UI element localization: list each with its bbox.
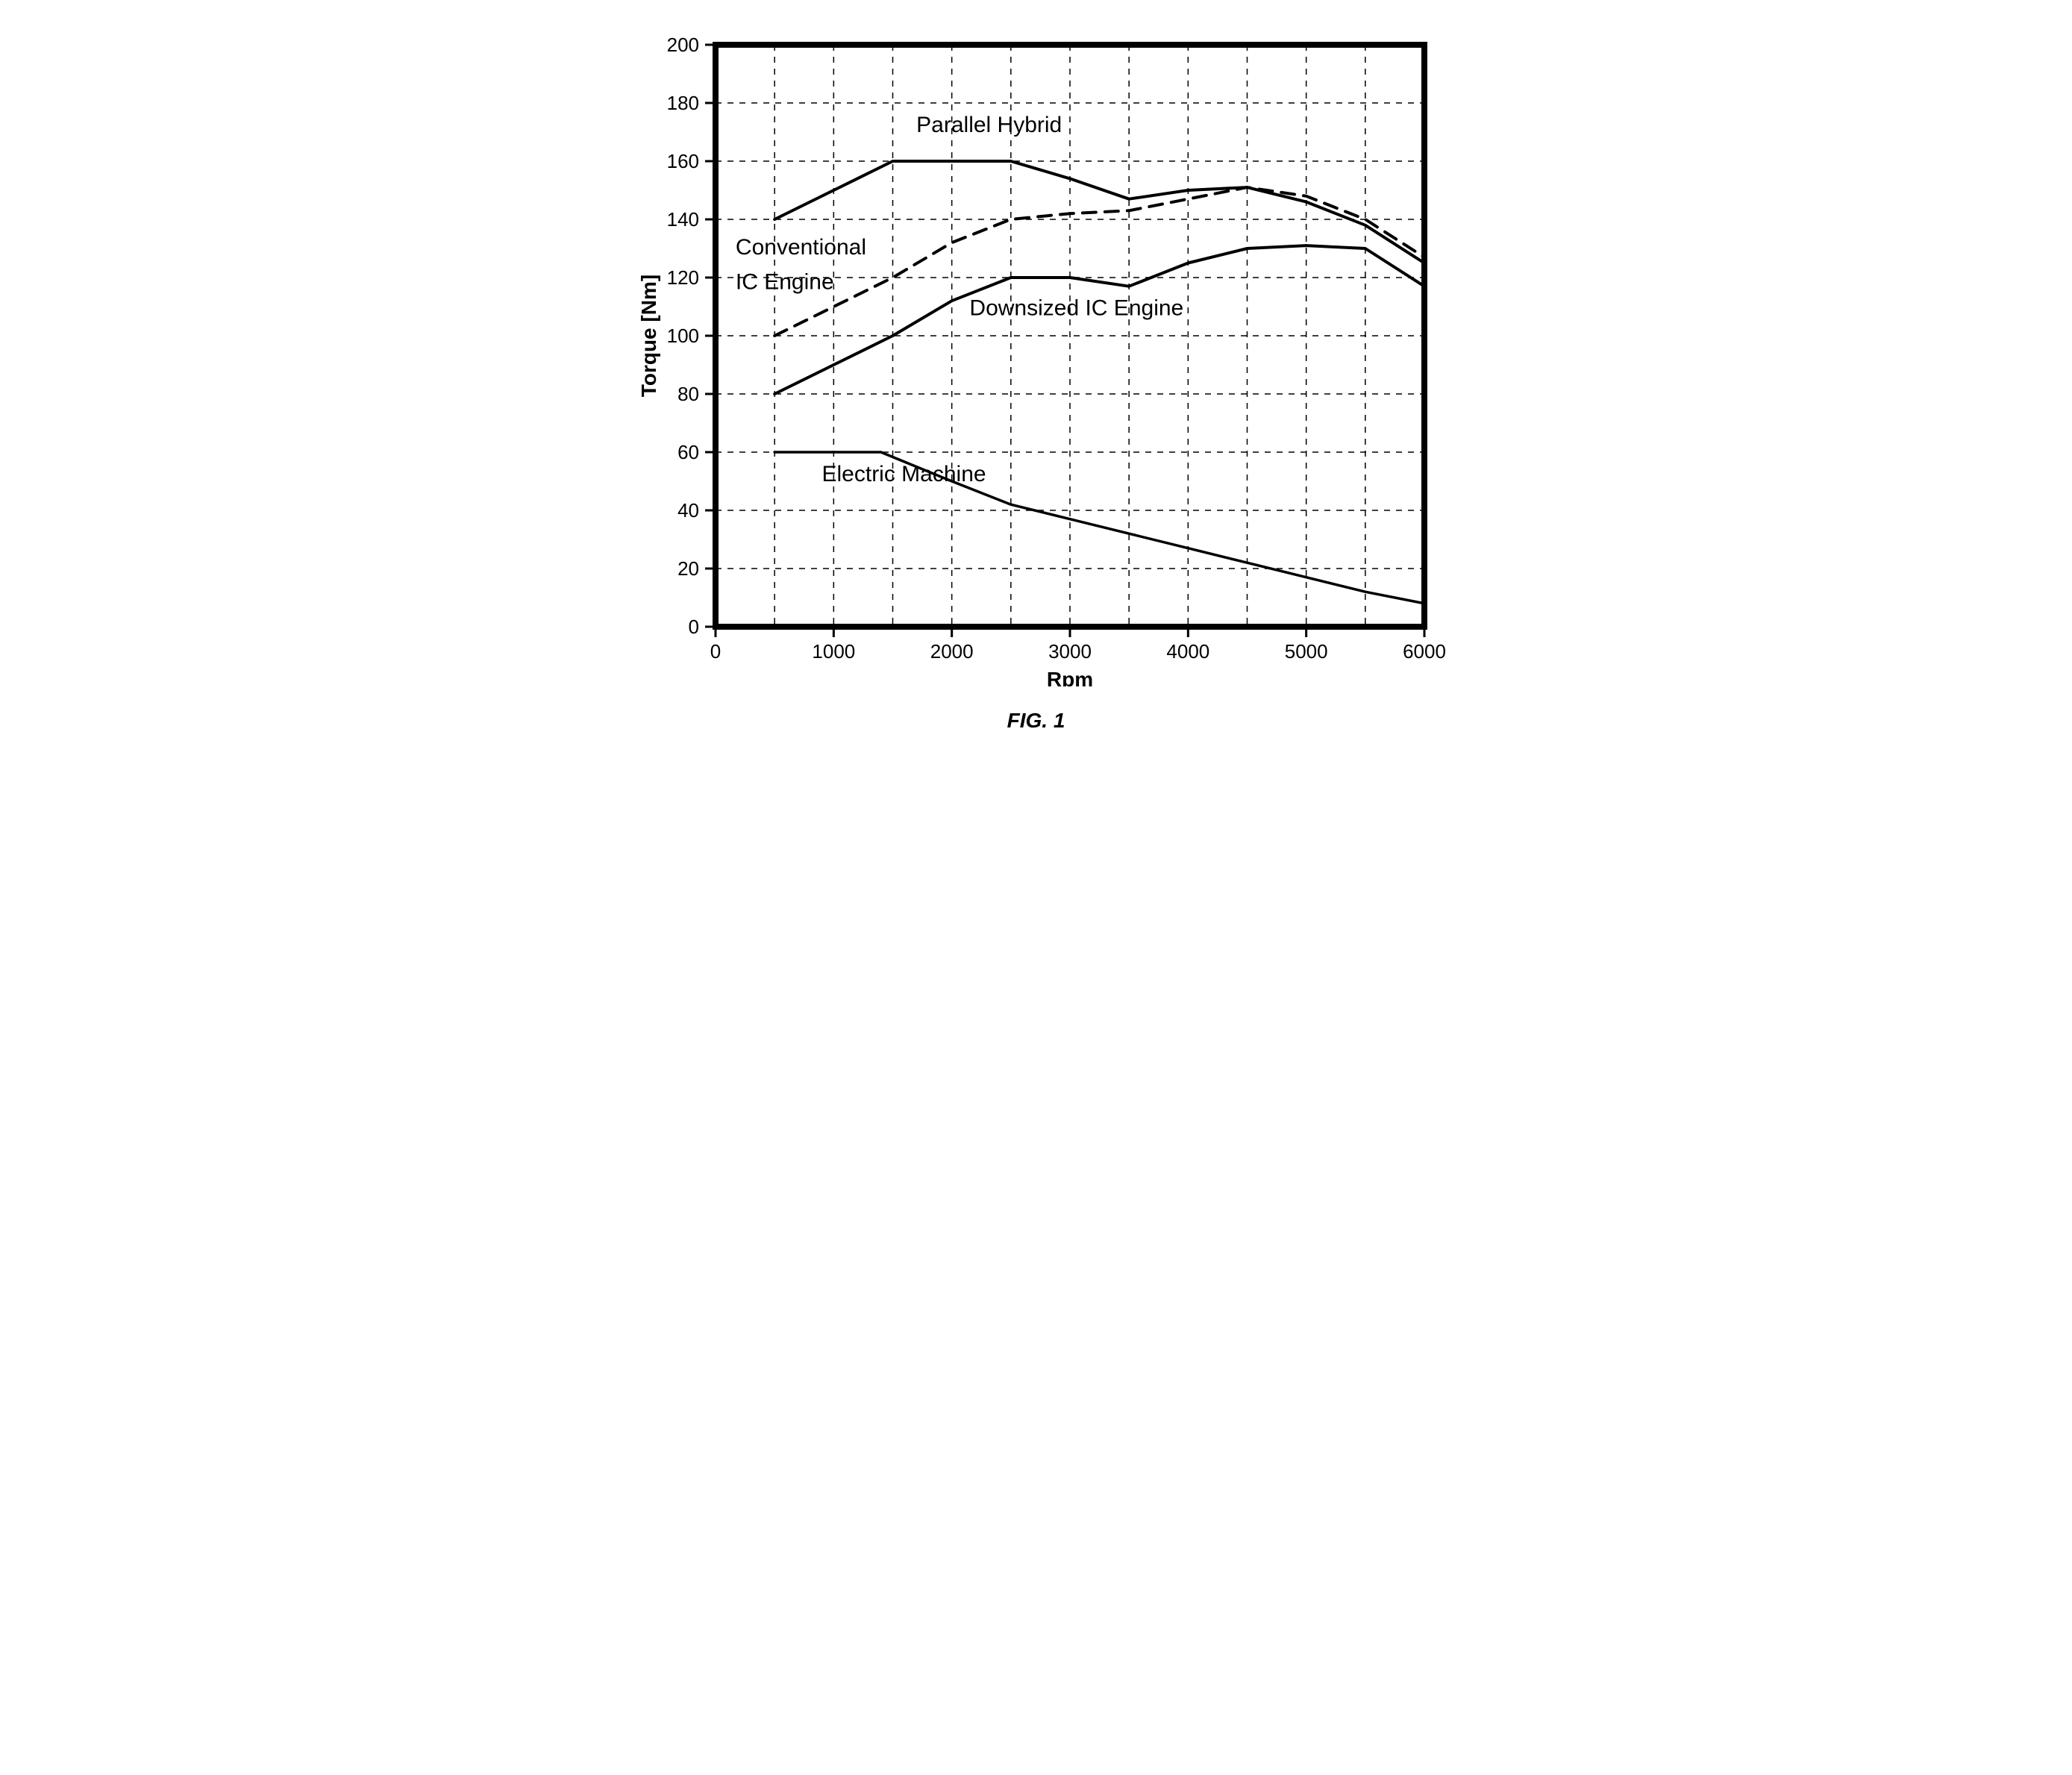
y-tick-label: 20 xyxy=(677,557,699,580)
y-tick-label: 0 xyxy=(688,616,698,638)
y-tick-label: 60 xyxy=(677,441,699,463)
y-tick-label: 160 xyxy=(666,150,698,172)
series-label: Electric Machine xyxy=(821,462,986,486)
chart-container: Parallel Hybrid Conventional IC Engine Down… xyxy=(626,30,1447,733)
x-tick-label: 0 xyxy=(710,640,720,663)
torque-rpm-chart: Parallel Hybrid Conventional IC Engine Down… xyxy=(626,30,1447,686)
y-tick-label: 100 xyxy=(666,325,698,347)
series-label: Conventional xyxy=(735,235,866,260)
x-axis-label: Rpm xyxy=(1046,668,1092,686)
series-label: Downsized IC Engine xyxy=(969,296,1183,321)
y-tick-label: 180 xyxy=(666,92,698,114)
series-label: IC Engine xyxy=(735,270,833,295)
x-tick-label: 3000 xyxy=(1048,640,1092,663)
y-tick-label: 120 xyxy=(666,266,698,289)
x-tick-label: 4000 xyxy=(1166,640,1209,663)
x-tick-label: 2000 xyxy=(930,640,973,663)
series-label: Parallel Hybrid xyxy=(916,113,1062,137)
y-tick-label: 140 xyxy=(666,208,698,231)
y-tick-label: 80 xyxy=(677,383,699,405)
x-tick-label: 5000 xyxy=(1284,640,1327,663)
y-tick-label: 40 xyxy=(677,499,699,522)
x-tick-label: 6000 xyxy=(1403,640,1446,663)
x-tick-label: 1000 xyxy=(812,640,855,663)
y-axis-label: Torque [Nm] xyxy=(637,275,660,397)
y-tick-label: 200 xyxy=(666,34,698,56)
figure-caption: FIG. 1 xyxy=(626,709,1447,733)
